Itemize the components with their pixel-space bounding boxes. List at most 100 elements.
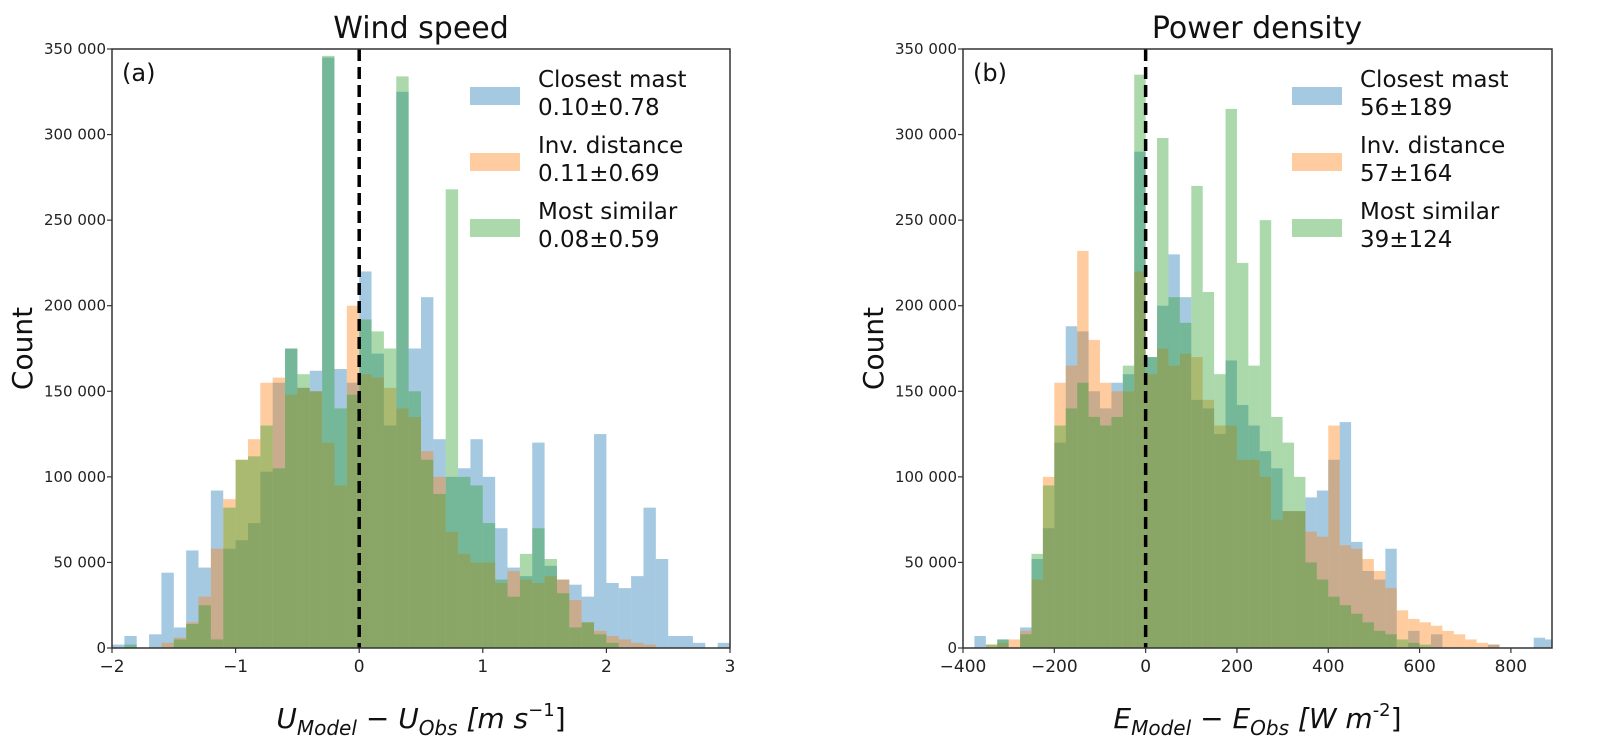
histogram-bar — [985, 644, 998, 648]
histogram-bar — [235, 459, 248, 648]
x-tick-label: 800 — [1495, 657, 1527, 677]
histogram-bar — [458, 476, 471, 648]
x-axis-label-part: U — [398, 702, 419, 735]
histogram-bar — [285, 348, 298, 648]
histogram-bar — [1271, 519, 1283, 648]
histogram-bar — [198, 596, 211, 648]
histogram-bar — [1179, 353, 1192, 648]
x-axis-label-part: [m s — [458, 702, 529, 735]
histogram-bar — [322, 55, 335, 649]
histogram-bar — [396, 76, 409, 648]
x-axis-label-part: −1 — [528, 700, 555, 721]
histogram-bar — [643, 644, 656, 648]
histogram-bar — [606, 642, 619, 648]
histogram-bar — [1271, 416, 1283, 648]
histogram-bar — [482, 523, 496, 648]
x-axis-label: UModel − UObs [m s−1] — [276, 700, 565, 740]
histogram-bar — [383, 425, 397, 648]
histogram-bar — [161, 642, 174, 648]
histogram-bar — [334, 485, 347, 648]
histogram-bar — [1122, 391, 1135, 648]
histogram-bar — [1214, 425, 1226, 648]
histogram-bar — [309, 391, 323, 648]
histogram-bar — [1134, 271, 1146, 648]
x-axis-label-part: Obs — [1250, 716, 1289, 740]
histogram-bar — [285, 394, 298, 648]
histogram-bar — [1077, 250, 1089, 648]
histogram-bar — [124, 636, 137, 648]
histogram-bar — [519, 576, 533, 648]
legend-label: Most similar — [538, 199, 678, 225]
histogram-bar — [408, 416, 421, 648]
histogram-bar — [1134, 151, 1146, 648]
histogram-bar — [1339, 545, 1352, 648]
histogram-bar — [210, 548, 224, 648]
histogram-bar — [1339, 605, 1352, 648]
legend-stat: 56±189 — [1360, 95, 1452, 121]
histogram-bar — [433, 476, 446, 648]
x-axis-label-part: [W m — [1289, 702, 1373, 735]
histogram-bar — [1236, 262, 1249, 648]
histogram-bar — [1111, 382, 1123, 648]
histogram-bar — [1248, 459, 1260, 648]
histogram-bar — [1305, 562, 1317, 648]
histogram-bar — [334, 369, 347, 648]
histogram-bar — [470, 485, 483, 648]
histogram-bar — [1191, 357, 1203, 648]
histogram-bar — [149, 634, 162, 648]
histogram-bar — [309, 391, 323, 648]
histogram-bar — [247, 456, 261, 648]
histogram-bar — [569, 584, 582, 648]
histogram-bar — [507, 596, 520, 648]
histogram-bar — [433, 493, 446, 648]
histogram-bar — [383, 348, 397, 648]
y-tick-label: 0 — [947, 639, 957, 657]
histogram-bar — [1351, 541, 1363, 648]
histogram-bar — [532, 582, 545, 648]
histogram-bar — [198, 567, 211, 648]
histogram-bar — [1488, 644, 1500, 648]
histogram-bar — [1328, 459, 1340, 648]
histogram-bar — [322, 442, 335, 648]
histogram-bar — [346, 305, 360, 648]
histogram-bar — [1236, 404, 1249, 648]
histogram-bar — [618, 588, 632, 648]
histogram-bar — [247, 523, 261, 648]
x-axis-label-part: Model — [1131, 716, 1191, 740]
histogram-bar — [359, 319, 372, 648]
histogram-bar — [1134, 74, 1146, 648]
histogram-bar — [186, 622, 199, 648]
histogram-bar — [606, 636, 619, 648]
histogram-bar — [1191, 185, 1203, 648]
histogram-bar — [1533, 637, 1546, 648]
histogram-bar — [1408, 618, 1420, 648]
histogram-bar — [272, 377, 286, 648]
x-axis-label-part: E — [1232, 702, 1250, 735]
histogram-bar — [1020, 630, 1032, 648]
legend-label: Inv. distance — [1360, 133, 1505, 159]
histogram-bar — [581, 622, 595, 648]
histogram-bar — [1305, 497, 1317, 648]
histogram-bar — [1316, 579, 1329, 648]
histogram-bar — [594, 634, 607, 648]
histogram-bar — [482, 476, 496, 648]
histogram-bar — [1214, 374, 1226, 648]
histogram-bar — [1362, 570, 1374, 648]
histogram-bar — [618, 639, 632, 648]
histogram-bar — [445, 476, 459, 648]
x-axis-label-part: ] — [1391, 702, 1402, 735]
histogram-bar — [297, 387, 310, 648]
histogram-bar — [1305, 531, 1317, 648]
histogram-bar — [247, 439, 261, 648]
histogram-bar — [458, 468, 471, 648]
histogram-bar — [371, 353, 384, 648]
histogram-bar — [173, 639, 187, 648]
x-tick-label: −2 — [99, 657, 124, 677]
histogram-bar — [1259, 451, 1272, 648]
histogram-bar — [383, 387, 397, 648]
histogram-bar — [322, 57, 335, 649]
histogram-bar — [1294, 511, 1306, 648]
